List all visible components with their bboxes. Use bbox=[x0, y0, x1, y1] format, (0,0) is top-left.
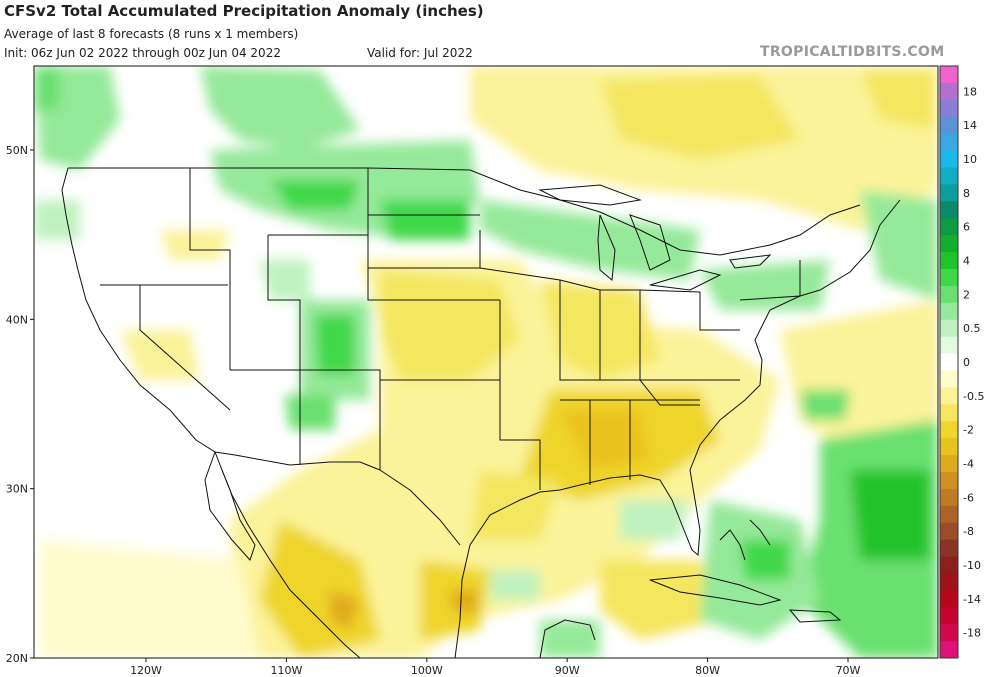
colorbar-band bbox=[940, 133, 958, 152]
colorbar-band bbox=[940, 99, 958, 118]
colorbar-label: 10 bbox=[963, 153, 977, 166]
lon-tick-label: 120W bbox=[130, 664, 162, 677]
colorbar-band bbox=[940, 150, 958, 168]
colorbar-band bbox=[940, 353, 958, 371]
colorbar-band bbox=[940, 201, 958, 219]
colorbar-label: 18 bbox=[963, 85, 977, 98]
lon-tick-label: 110W bbox=[270, 664, 302, 677]
lon-tick-label: 90W bbox=[555, 664, 580, 677]
boundaries bbox=[61, 167, 901, 658]
colorbar-band bbox=[940, 387, 958, 405]
colorbar-label: -2 bbox=[963, 424, 974, 437]
lat-tick-label: 40N bbox=[6, 313, 28, 326]
colorbar-band bbox=[940, 590, 958, 608]
colorbar-band bbox=[940, 66, 958, 84]
colorbar-band bbox=[940, 370, 958, 388]
colorbar-label: 14 bbox=[963, 119, 977, 132]
colorbar-label: -6 bbox=[963, 491, 974, 504]
colorbar-band bbox=[940, 235, 958, 253]
colorbar-band bbox=[940, 82, 958, 101]
colorbar-band bbox=[940, 252, 958, 270]
colorbar-label: -8 bbox=[963, 525, 974, 538]
colorbar-label: -0.5 bbox=[963, 390, 984, 403]
colorbar-label: 0 bbox=[963, 356, 970, 369]
lat-tick-label: 50N bbox=[6, 144, 28, 157]
colorbar-band bbox=[940, 488, 958, 507]
colorbar-label: 6 bbox=[963, 221, 970, 234]
map-frame bbox=[33, 65, 939, 659]
colorbar-band bbox=[940, 522, 958, 541]
valid-time: Valid for: Jul 2022 bbox=[367, 46, 473, 60]
lat-tick-label: 20N bbox=[6, 652, 28, 665]
colorbar-band bbox=[940, 505, 958, 524]
colorbar-band bbox=[940, 455, 958, 473]
colorbar-band bbox=[940, 573, 958, 591]
colorbar-band bbox=[940, 438, 958, 456]
colorbar-band bbox=[940, 624, 958, 642]
colorbar-label: -10 bbox=[963, 559, 981, 572]
colorbar-label: -18 bbox=[963, 627, 981, 640]
site-brand[interactable]: TROPICALTIDBITS.COM bbox=[760, 44, 945, 60]
colorbar-band bbox=[940, 641, 958, 659]
colorbar-label: 0.5 bbox=[963, 322, 981, 335]
colorbar-label: 2 bbox=[963, 288, 970, 301]
colorbar-band bbox=[940, 302, 958, 321]
lat-tick-label: 30N bbox=[6, 483, 28, 496]
colorbar-band bbox=[940, 421, 958, 439]
colorbar-band bbox=[940, 539, 958, 558]
colorbar-band bbox=[940, 167, 958, 185]
colorbar: 18 14 10 8 6 4 2 0.5 0 -0.5 -2 -4 -6 -8 -10 -14 -18 bbox=[939, 65, 984, 659]
colorbar-band bbox=[940, 471, 958, 490]
colorbar-label: -4 bbox=[963, 457, 974, 470]
lon-tick-label: 70W bbox=[836, 664, 861, 677]
lon-tick-label: 100W bbox=[411, 664, 443, 677]
latitude-ticks: 50N 40N 30N 20N bbox=[6, 144, 34, 665]
colorbar-band bbox=[940, 218, 958, 236]
colorbar-band bbox=[940, 116, 958, 135]
colorbar-band bbox=[940, 336, 958, 355]
colorbar-band bbox=[940, 319, 958, 338]
colorbar-label: 4 bbox=[963, 255, 970, 268]
colorbar-label: 8 bbox=[963, 187, 970, 200]
colorbar-band bbox=[940, 268, 958, 287]
lon-tick-label: 80W bbox=[695, 664, 720, 677]
longitude-ticks: 120W 110W 100W 90W 80W 70W bbox=[130, 658, 861, 677]
colorbar-band bbox=[940, 404, 958, 422]
colorbar-band bbox=[940, 285, 958, 304]
anomaly-field bbox=[34, 66, 938, 658]
colorbar-band bbox=[940, 184, 958, 202]
colorbar-frame bbox=[939, 65, 959, 659]
init-time: Init: 06z Jun 02 2022 through 00z Jun 04… bbox=[4, 46, 281, 60]
colorbar-band bbox=[940, 556, 958, 574]
colorbar-band bbox=[940, 607, 958, 625]
map-subtitle: Average of last 8 forecasts (8 runs x 1 … bbox=[4, 27, 299, 41]
colorbar-label: -14 bbox=[963, 593, 981, 606]
map-title: CFSv2 Total Accumulated Precipitation An… bbox=[4, 2, 484, 20]
